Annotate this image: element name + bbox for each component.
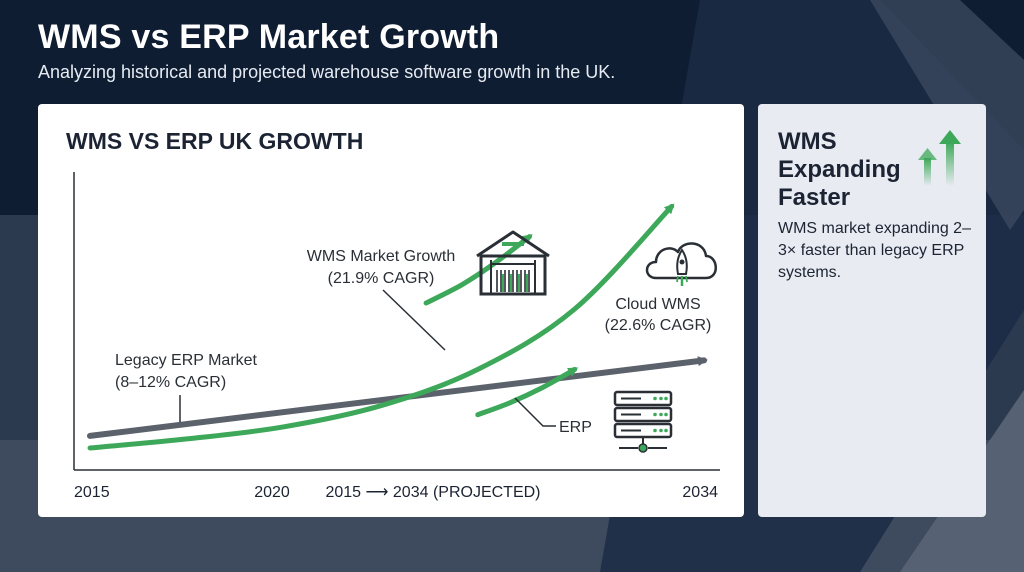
erp-end-leader — [514, 397, 556, 427]
x-axis-label: 2015 ⟶ 2034 (PROJECTED) — [325, 484, 540, 501]
side-panel: WMS Expanding Faster WMS market expandin… — [758, 104, 986, 517]
page-title: WMS vs ERP Market Growth — [38, 18, 500, 56]
cloud-wms-label: Cloud WMS — [615, 296, 700, 313]
cloud-rocket-icon — [645, 242, 717, 286]
wms-label-leader — [382, 289, 446, 351]
server-stack-icon — [613, 390, 673, 453]
erp-sublabel: (8–12% CAGR) — [115, 374, 226, 391]
warehouse-icon — [476, 230, 550, 296]
x-tick-2015: 2015 — [74, 484, 110, 501]
page-subtitle: Analyzing historical and projected wareh… — [38, 62, 616, 82]
wms-series-line — [87, 203, 675, 451]
x-tick-2020: 2020 — [254, 484, 290, 501]
wms-label: WMS Market Growth — [307, 248, 455, 265]
side-panel-title: WMS Expanding Faster — [778, 128, 901, 211]
erp-label: Legacy ERP Market — [115, 352, 258, 369]
chart-title: WMS VS ERP UK GROWTH — [66, 128, 364, 154]
growth-chart: Legacy ERP Market (8–12% CAGR) WMS Marke… — [73, 172, 720, 501]
growth-arrows-icon — [918, 130, 961, 186]
cloud-wms-series-line — [475, 366, 579, 418]
wms-sublabel: (21.9% CAGR) — [328, 270, 435, 287]
x-tick-2034: 2034 — [682, 484, 718, 501]
chart-card: WMS VS ERP UK GROWTH Legacy ERP Market (… — [38, 104, 744, 517]
cloud-wms-sublabel: (22.6% CAGR) — [605, 317, 712, 334]
side-panel-text: WMS market expanding 2–3× faster than le… — [778, 220, 971, 281]
outer-growth-arrow — [423, 234, 533, 306]
erp-end-label: ERP — [559, 419, 592, 436]
